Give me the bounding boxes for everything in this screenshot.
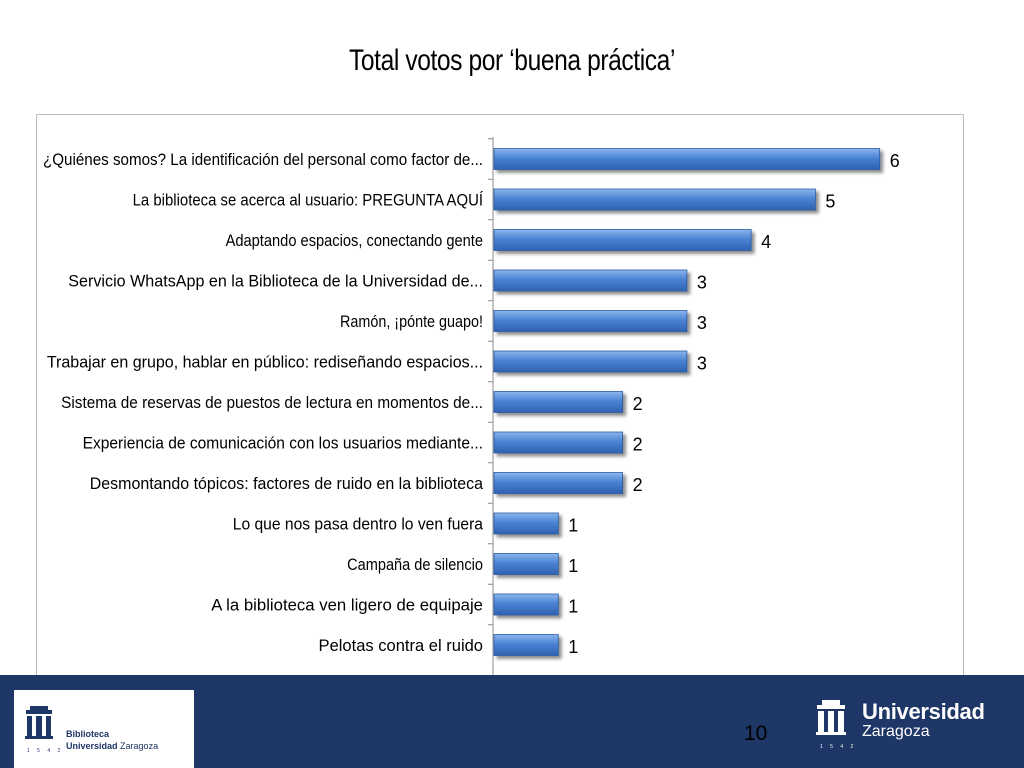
slide-title: Total votos por ‘buena práctica’ [348, 44, 676, 77]
university-name: Universidad [862, 699, 985, 724]
page-number: 10 [744, 722, 768, 745]
bar-value-label: 2 [633, 394, 643, 414]
library-university-name: Universidad [66, 741, 118, 751]
library-text: Biblioteca Universidad Zaragoza [66, 728, 158, 752]
bar [493, 593, 559, 616]
category-label: Trabajar en grupo, hablar en público: re… [47, 353, 483, 372]
university-crest-icon [816, 700, 846, 735]
bar [493, 310, 688, 332]
library-logo: 1 5 4 2 [14, 690, 194, 768]
university-logo-text: Universidad Zaragoza [862, 700, 985, 740]
category-label: Ramón, ¡pónte guapo! [340, 312, 483, 331]
bar [493, 350, 688, 373]
bar-value-label: 3 [697, 273, 707, 293]
bar-value-label: 5 [825, 192, 835, 212]
university-city: Zaragoza [862, 723, 930, 740]
chart-frame: ¿Quiénes somos? La identificación del pe… [36, 114, 964, 690]
library-label: Biblioteca [66, 729, 110, 739]
bar [493, 148, 881, 170]
category-label: Servicio WhatsApp en la Biblioteca de la… [68, 272, 483, 291]
category-label: Desmontando tópicos: factores de ruido e… [90, 474, 484, 493]
bar-value-label: 4 [761, 232, 771, 252]
category-label: Lo que nos pasa dentro lo ven fuera [233, 515, 484, 534]
category-label: Experiencia de comunicación con los usua… [83, 434, 483, 453]
bar-value-label: 1 [568, 556, 578, 576]
bar-value-label: 1 [568, 597, 578, 617]
library-university-city: Zaragoza [120, 741, 159, 751]
bar-value-label: 1 [568, 637, 578, 657]
category-label: Sistema de reservas de puestos de lectur… [61, 393, 483, 412]
bar [493, 472, 623, 494]
category-label: Campaña de silencio [347, 555, 483, 574]
bar-value-label: 6 [890, 151, 900, 171]
bar-value-label: 1 [568, 516, 578, 536]
bar-value-label: 2 [633, 435, 643, 455]
bar [493, 229, 752, 251]
bar-value-label: 2 [633, 475, 643, 495]
bar [493, 188, 816, 211]
bar [493, 512, 559, 535]
bar-value-label: 3 [697, 354, 707, 374]
category-label: A la biblioteca ven ligero de equipaje [211, 596, 483, 615]
bar [493, 634, 559, 656]
category-label: La biblioteca se acerca al usuario: PREG… [133, 191, 484, 210]
bar-chart: ¿Quiénes somos? La identificación del pe… [43, 137, 900, 690]
category-label: Pelotas contra el ruido [319, 636, 483, 655]
bar-value-label: 3 [697, 313, 707, 333]
bar [493, 431, 623, 454]
category-label: ¿Quiénes somos? La identificación del pe… [43, 150, 483, 169]
logo-year: 1 5 4 2 [27, 748, 64, 754]
bar [493, 391, 623, 413]
bar [493, 553, 559, 575]
bar [493, 269, 688, 292]
category-label: Adaptando espacios, conectando gente [226, 231, 483, 250]
university-crest-icon [25, 706, 53, 739]
uz-logo-year: 1 5 4 2 [820, 744, 857, 750]
